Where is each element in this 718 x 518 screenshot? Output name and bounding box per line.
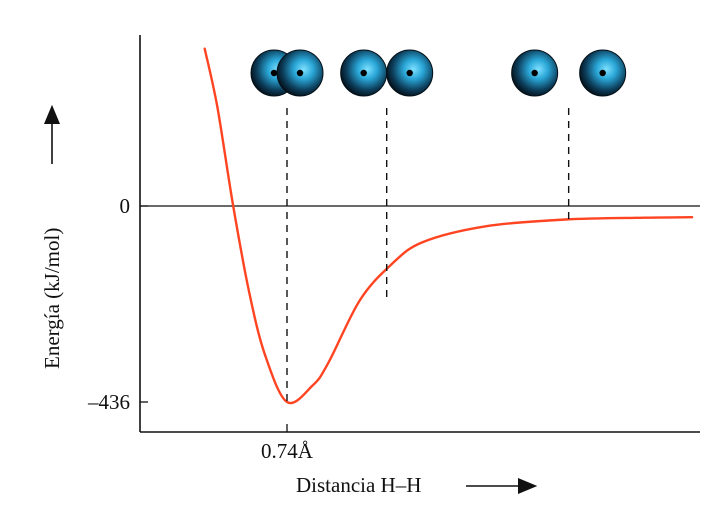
y-axis-label: Energía (kJ/mol): [40, 228, 64, 369]
energy-curve: [203, 47, 694, 405]
molecule-marker-h2-bonded: [250, 49, 324, 402]
y-axis-label-group: Energía (kJ/mol): [40, 104, 64, 369]
nucleus-dot: [531, 69, 538, 77]
ytick-label-0: 0: [120, 194, 131, 218]
molecule-marker-h2-touching: [340, 49, 434, 300]
molecule-markers: [250, 49, 627, 402]
nucleus-dot: [406, 69, 413, 77]
nucleus-dot: [360, 69, 367, 77]
x-axis-label: Distancia H–H: [296, 473, 421, 497]
molecule-marker-h-atoms-separated: [511, 49, 627, 220]
xtick-label-074: 0.74Å: [261, 439, 314, 463]
nucleus-dot: [296, 69, 304, 77]
x-axis-label-group: Distancia H–H: [296, 473, 538, 497]
ytick-label-436: –436: [87, 390, 130, 414]
nucleus-dot: [270, 69, 278, 77]
nucleus-dot: [599, 69, 606, 77]
